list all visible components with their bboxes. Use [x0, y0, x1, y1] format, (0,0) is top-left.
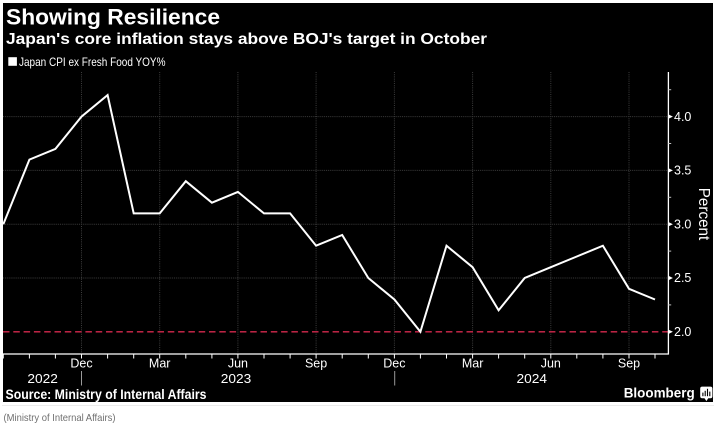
- svg-text:Source: Ministry of Internal A: Source: Ministry of Internal Affairs: [6, 386, 207, 402]
- svg-text:Mar: Mar: [149, 357, 171, 371]
- svg-text:2022: 2022: [27, 372, 58, 386]
- svg-text:Showing Resilience: Showing Resilience: [6, 5, 220, 30]
- svg-text:2.0: 2.0: [674, 325, 691, 339]
- svg-text:3.5: 3.5: [674, 164, 691, 178]
- svg-text:Dec: Dec: [383, 357, 405, 371]
- svg-text:Mar: Mar: [462, 357, 484, 371]
- svg-text:2.5: 2.5: [674, 271, 691, 285]
- svg-text:Jun: Jun: [228, 357, 248, 371]
- svg-text:3.0: 3.0: [674, 217, 691, 231]
- svg-text:2023: 2023: [221, 372, 252, 386]
- svg-text:2024: 2024: [517, 372, 548, 386]
- svg-text:Sep: Sep: [305, 357, 327, 371]
- svg-text:Dec: Dec: [70, 357, 92, 371]
- svg-text:4.0: 4.0: [674, 110, 691, 124]
- svg-text:(Ministry of Internal Affairs): (Ministry of Internal Affairs): [4, 412, 116, 424]
- svg-text:Sep: Sep: [618, 357, 640, 371]
- svg-text:Percent: Percent: [695, 188, 712, 241]
- svg-text:Japan CPI ex Fresh Food YOY%: Japan CPI ex Fresh Food YOY%: [19, 55, 166, 69]
- svg-text:Japan's core inflation stays a: Japan's core inflation stays above BOJ's…: [6, 31, 487, 48]
- svg-text:Bloomberg: Bloomberg: [624, 385, 695, 401]
- svg-text:Jun: Jun: [541, 357, 561, 371]
